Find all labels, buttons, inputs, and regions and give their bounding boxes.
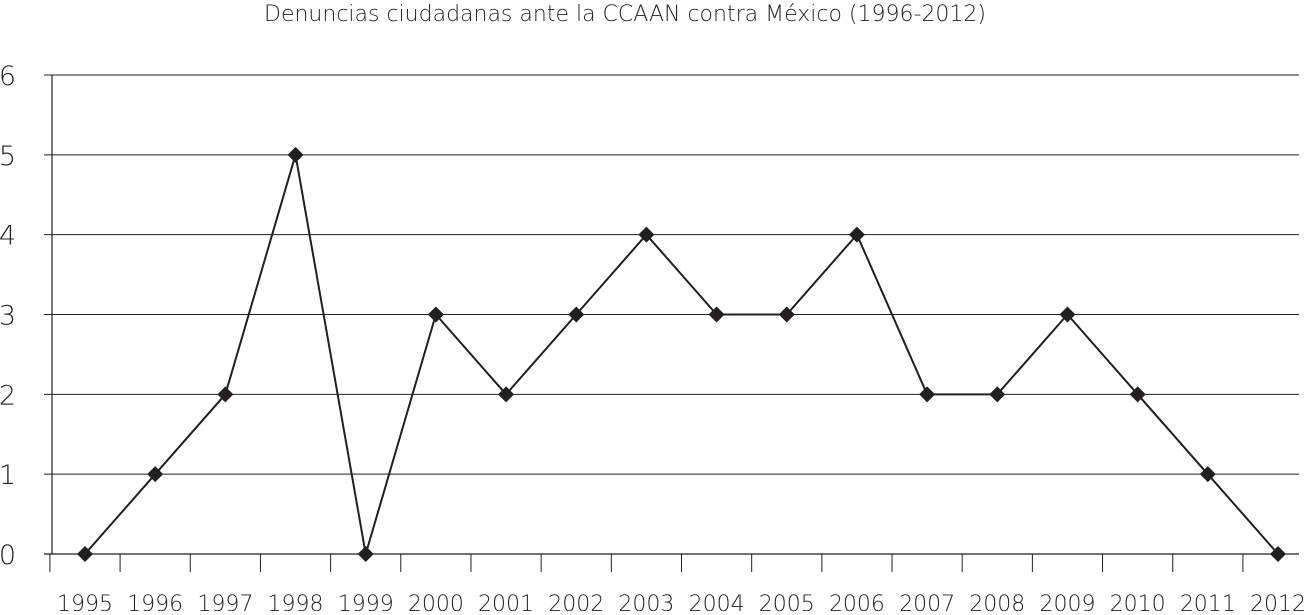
data-point-marker <box>498 386 515 403</box>
data-point-marker <box>1270 546 1286 562</box>
data-point-marker <box>357 546 374 562</box>
x-tick-label: 1997 <box>197 592 253 611</box>
data-point-marker <box>1059 306 1076 323</box>
data-point-marker <box>1129 386 1146 403</box>
x-tick-label: 2003 <box>618 592 674 611</box>
x-tick-label: 1998 <box>268 592 324 611</box>
x-tick-label: 2011 <box>1180 592 1236 611</box>
x-tick-label: 1999 <box>338 592 394 611</box>
y-tick-label: 6 <box>0 61 16 92</box>
data-point-marker <box>1199 466 1216 483</box>
x-tick-label: 2001 <box>478 592 534 611</box>
y-tick-label: 3 <box>0 301 16 332</box>
data-point-marker <box>147 466 164 483</box>
y-tick-label: 0 <box>0 540 16 571</box>
data-point-marker <box>708 306 725 323</box>
x-tick-label: 1995 <box>57 592 113 611</box>
x-tick-label: 2009 <box>1039 592 1095 611</box>
x-tick-label: 2004 <box>689 592 745 611</box>
x-tick-label: 1996 <box>127 592 183 611</box>
x-tick-label: 2010 <box>1110 592 1166 611</box>
series-line <box>84 154 1279 555</box>
data-point-marker <box>989 386 1006 403</box>
data-point-marker <box>287 146 304 163</box>
data-point-marker <box>778 306 795 323</box>
x-tick-label: 2007 <box>899 592 955 611</box>
y-tick-label: 2 <box>0 380 16 411</box>
x-tick-label: 2000 <box>408 592 464 611</box>
data-point-marker <box>568 306 585 323</box>
data-point-marker <box>848 226 865 243</box>
x-tick-label: 2012 <box>1250 592 1306 611</box>
data-point-marker <box>638 226 655 243</box>
data-point-marker <box>77 546 93 562</box>
y-tick-label: 4 <box>0 221 16 252</box>
x-tick-label: 2006 <box>829 592 885 611</box>
x-tick-label: 2005 <box>759 592 815 611</box>
chart-title: Denuncias ciudadanas ante la CCAAN contr… <box>264 2 986 27</box>
y-tick-label: 1 <box>0 460 16 491</box>
data-point-marker <box>919 386 936 403</box>
x-tick-label: 2008 <box>969 592 1025 611</box>
x-tick-label: 2002 <box>548 592 604 611</box>
y-tick-label: 5 <box>0 141 16 172</box>
data-point-marker <box>217 386 234 403</box>
data-point-marker <box>427 306 444 323</box>
